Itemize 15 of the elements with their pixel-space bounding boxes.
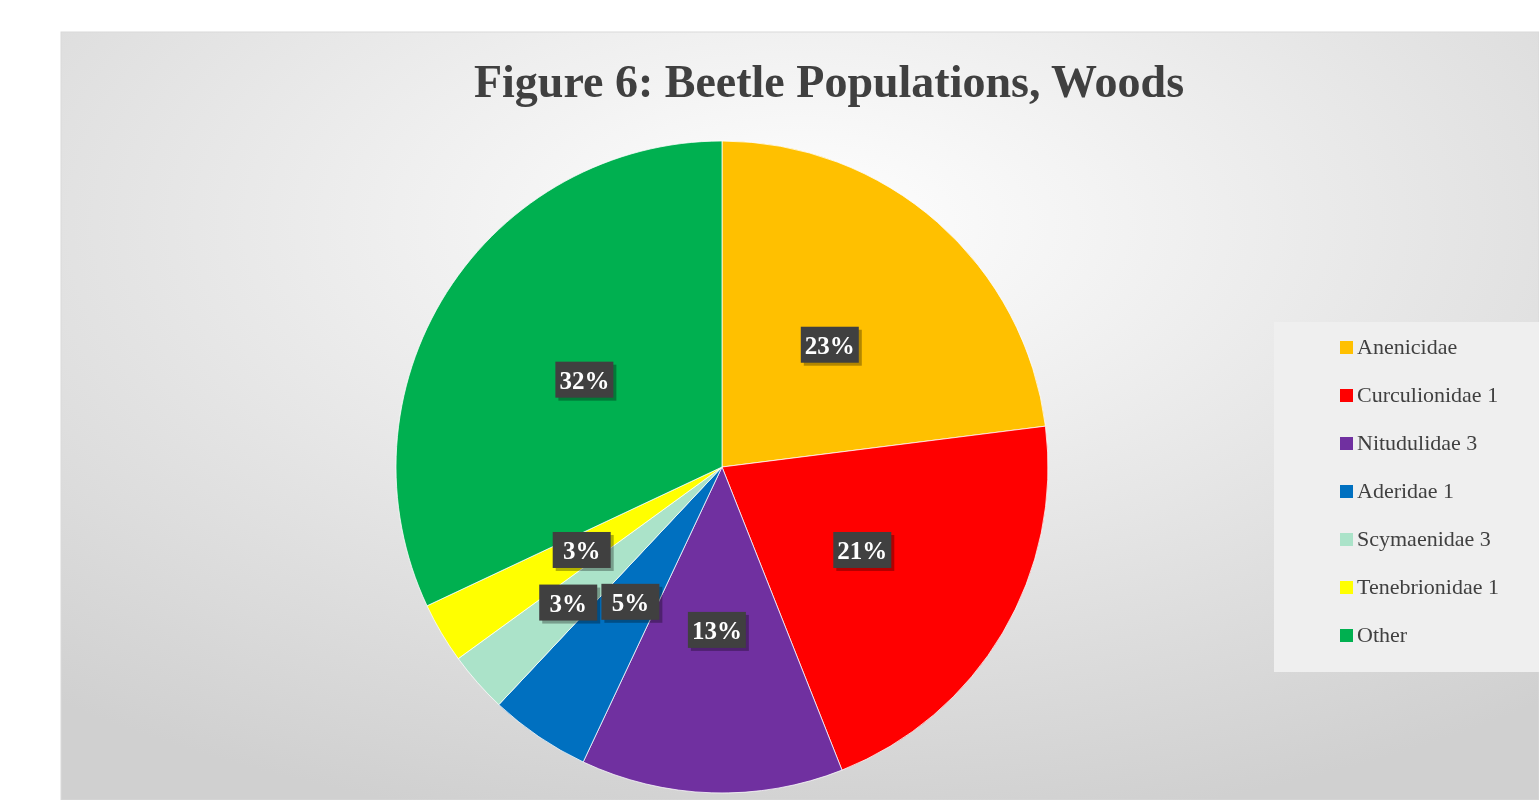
legend-label: Anenicidae <box>1357 334 1458 359</box>
chart-title: Figure 6: Beetle Populations, Woods <box>473 56 1185 107</box>
data-label: 32% <box>559 366 610 394</box>
legend-label: Curculionidae 1 <box>1357 382 1499 407</box>
legend-label: Aderidae 1 <box>1357 478 1455 503</box>
data-label: 3% <box>562 536 601 564</box>
data-label: 5% <box>611 588 650 616</box>
legend-label: Other <box>1357 622 1408 647</box>
legend-label: Nitudulidae 3 <box>1357 430 1478 455</box>
data-label: 13% <box>691 616 742 644</box>
data-label: 21% <box>837 536 888 564</box>
data-label: 3% <box>549 589 587 617</box>
data-label: 23% <box>804 331 855 359</box>
legend-label: Tenebrionidae 1 <box>1357 574 1500 599</box>
legend-label: Scymaenidae 3 <box>1357 526 1491 551</box>
